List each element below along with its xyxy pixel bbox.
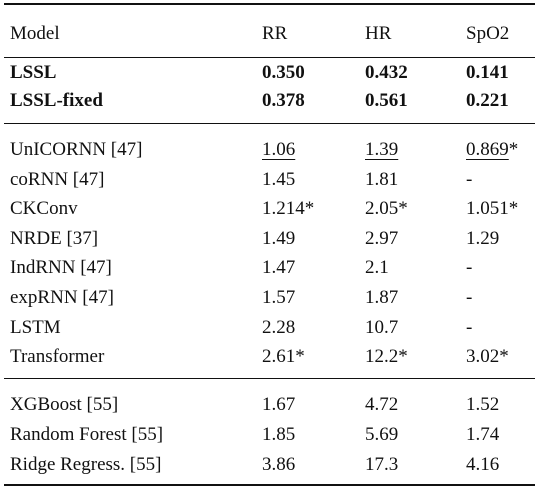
table-cell: LSSL-fixed (10, 90, 103, 111)
table-cell: HR (365, 23, 392, 44)
table-cell: LSTM (10, 316, 61, 338)
table-cell: 0.350 (262, 62, 305, 83)
mid-rule (4, 57, 535, 58)
table-cell: 1.47 (262, 257, 296, 279)
table-cell: 0.869* (466, 139, 519, 160)
top-rule (4, 3, 535, 5)
table-cell: Random Forest [55] (10, 424, 164, 445)
table-cell: 1.39 (365, 139, 399, 160)
mid-rule (4, 123, 535, 124)
table-cell: Model (10, 23, 60, 44)
table-cell: Transformer (10, 346, 105, 368)
table-cell: NRDE [37] (10, 227, 99, 249)
table-cell: 0.378 (262, 90, 305, 111)
table-cell: 1.67 (262, 394, 296, 415)
table-cell: 0.432 (365, 62, 408, 83)
table-cell: 4.72 (365, 394, 399, 415)
table-cell: 2.61* (262, 346, 305, 368)
table-cell: LSSL (10, 62, 57, 83)
table-cell: 1.85 (262, 424, 296, 445)
table-cell: 2.97 (365, 227, 399, 249)
table-cell: UnICORNN [47] (10, 139, 143, 160)
table-cell: - (466, 257, 473, 279)
table-cell: IndRNN [47] (10, 257, 112, 279)
table-cell: 10.7 (365, 316, 399, 338)
table-cell: 0.561 (365, 90, 408, 111)
table-cell: 1.45 (262, 168, 296, 190)
table-cell: expRNN [47] (10, 287, 114, 308)
table-cell: 2.05* (365, 198, 408, 220)
mid-rule (4, 378, 535, 379)
table-cell: 1.051* (466, 198, 519, 220)
table-cell: Ridge Regress. [55] (10, 454, 162, 475)
table-cell: SpO2 (466, 23, 510, 44)
table-cell: coRNN [47] (10, 168, 105, 190)
table-cell: - (466, 168, 473, 190)
bottom-rule (4, 484, 535, 486)
table-cell: 0.221 (466, 90, 509, 111)
table-cell: - (466, 316, 473, 338)
table-cell: 1.81 (365, 168, 399, 190)
table-cell: 1.87 (365, 287, 399, 308)
table-cell: 3.02* (466, 346, 509, 368)
table-cell: 1.52 (466, 394, 500, 415)
table-cell: CKConv (10, 198, 78, 220)
table-cell: XGBoost [55] (10, 394, 119, 415)
table-cell: - (466, 287, 473, 308)
table-cell: 1.49 (262, 227, 296, 249)
table-cell: 5.69 (365, 424, 399, 445)
table-cell: 2.28 (262, 316, 296, 338)
table-cell: 1.57 (262, 287, 296, 308)
table-cell: 4.16 (466, 454, 500, 475)
table-cell: 2.1 (365, 257, 389, 279)
table-cell: 1.06 (262, 139, 296, 160)
table-cell: 1.74 (466, 424, 500, 445)
table-cell: 17.3 (365, 454, 399, 475)
table-cell: RR (262, 23, 288, 44)
table-cell: 1.214* (262, 198, 315, 220)
table-cell: 3.86 (262, 454, 296, 475)
table-cell: 12.2* (365, 346, 408, 368)
table-cell: 0.141 (466, 62, 509, 83)
table-cell: 1.29 (466, 227, 500, 249)
